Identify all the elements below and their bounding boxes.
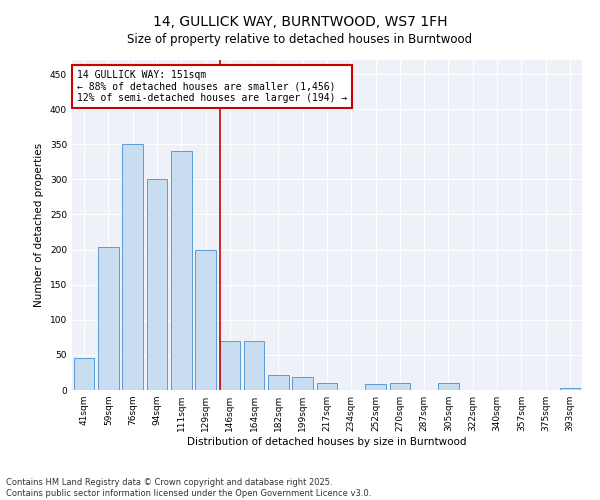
- Bar: [292, 378, 313, 390]
- Bar: [220, 341, 240, 390]
- Bar: [268, 374, 289, 390]
- Bar: [195, 250, 216, 390]
- Text: Size of property relative to detached houses in Burntwood: Size of property relative to detached ho…: [127, 32, 473, 46]
- Bar: [389, 383, 410, 390]
- Bar: [438, 383, 459, 390]
- Text: 14 GULLICK WAY: 151sqm
← 88% of detached houses are smaller (1,456)
12% of semi-: 14 GULLICK WAY: 151sqm ← 88% of detached…: [77, 70, 347, 103]
- Bar: [171, 152, 191, 390]
- X-axis label: Distribution of detached houses by size in Burntwood: Distribution of detached houses by size …: [187, 437, 467, 447]
- Bar: [74, 358, 94, 390]
- Text: Contains HM Land Registry data © Crown copyright and database right 2025.
Contai: Contains HM Land Registry data © Crown c…: [6, 478, 371, 498]
- Bar: [98, 247, 119, 390]
- Bar: [365, 384, 386, 390]
- Bar: [317, 383, 337, 390]
- Bar: [122, 144, 143, 390]
- Bar: [146, 180, 167, 390]
- Bar: [560, 388, 580, 390]
- Y-axis label: Number of detached properties: Number of detached properties: [34, 143, 44, 307]
- Text: 14, GULLICK WAY, BURNTWOOD, WS7 1FH: 14, GULLICK WAY, BURNTWOOD, WS7 1FH: [153, 15, 447, 29]
- Bar: [244, 341, 265, 390]
